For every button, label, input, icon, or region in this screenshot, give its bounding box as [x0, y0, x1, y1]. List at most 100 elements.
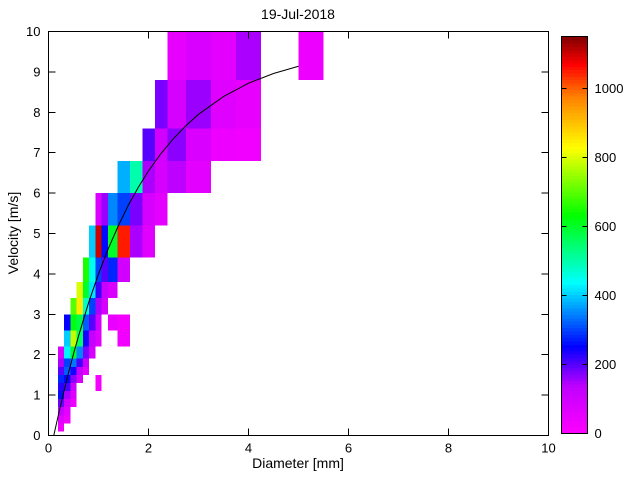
colorbar-gradient [561, 43, 588, 48]
colorbar-gradient [561, 380, 588, 385]
heatmap-cell [95, 225, 102, 258]
heatmap-cell [142, 225, 155, 258]
heatmap-cell [107, 281, 118, 299]
chart-title: 19-Jul-2018 [261, 6, 335, 22]
heatmap-cell [89, 330, 96, 347]
heatmap-cell [70, 330, 77, 347]
colorbar-gradient [561, 129, 588, 134]
colorbar-gradient [561, 291, 588, 296]
colorbar-gradient [561, 39, 588, 44]
heatmap-cell [76, 358, 83, 367]
heatmap-cell [82, 298, 90, 315]
colorbar-gradient [561, 383, 588, 388]
colorbar-gradient [561, 132, 588, 137]
colorbar-gradient [561, 314, 588, 319]
colorbar-gradient [561, 79, 588, 84]
colorbar-gradient [561, 311, 588, 315]
heatmap-cell [76, 298, 83, 315]
colorbar-gradient [561, 172, 588, 177]
heatmap-cell [57, 358, 65, 367]
heatmap-cell [167, 160, 186, 194]
colorbar-gradient [561, 357, 588, 362]
heatmap-cell [129, 225, 143, 258]
heatmap-cell [95, 193, 102, 226]
colorbar-gradient [561, 268, 588, 272]
colorbar-gradient [561, 99, 588, 104]
colorbar-gradient [561, 400, 588, 405]
colorbar-gradient [561, 165, 588, 170]
colorbar-gradient [561, 231, 588, 236]
heatmap-cell [89, 314, 96, 331]
colorbar-tick-label: 0 [595, 426, 602, 441]
colorbar-gradient [561, 304, 588, 309]
colorbar-gradient [561, 72, 588, 77]
heatmap-cell [107, 257, 118, 282]
y-tick-label: 7 [33, 145, 40, 160]
colorbar-gradient [561, 89, 588, 94]
colorbar-gradient [561, 62, 588, 67]
heatmap-cell [101, 257, 108, 282]
colorbar-gradient [561, 69, 588, 74]
heatmap-cell [76, 366, 83, 375]
y-tick-label: 4 [33, 266, 40, 281]
heatmap-cell [82, 358, 90, 367]
colorbar-gradient [561, 426, 588, 431]
colorbar-tick-label: 200 [595, 357, 617, 372]
heatmap-cell [64, 399, 71, 408]
colorbar-gradient [561, 211, 588, 216]
heatmap-cell [107, 193, 118, 226]
heatmap-cell [70, 391, 77, 400]
heatmap-cell [89, 298, 96, 315]
colorbar-gradient [561, 367, 588, 372]
colorbar-gradient [561, 271, 588, 276]
colorbar-gradient [561, 228, 588, 233]
colorbar-gradient [561, 53, 588, 57]
colorbar-gradient [561, 96, 588, 100]
colorbar-gradient [561, 241, 588, 246]
colorbar-gradient [561, 297, 588, 302]
colorbar-gradient [561, 334, 588, 339]
heatmap-cell [70, 374, 77, 383]
heatmap-cell [70, 399, 77, 408]
colorbar-gradient [561, 188, 588, 193]
heatmap-cell [236, 79, 261, 129]
heatmap-cell [64, 314, 71, 331]
heatmap-cell [154, 79, 168, 129]
heatmap-cell [167, 79, 186, 129]
colorbar-gradient [561, 301, 588, 306]
heatmap-cell [154, 128, 168, 161]
heatmap-cell [129, 193, 143, 226]
colorbar-gradient [561, 66, 588, 71]
colorbar-gradient [561, 175, 588, 180]
heatmap-cell [57, 366, 65, 375]
y-tick-label: 8 [33, 105, 40, 120]
heatmap-cell [117, 330, 130, 347]
colorbar-gradient [561, 238, 588, 243]
heatmap-cell [57, 391, 65, 400]
heatmap-cell [82, 366, 90, 375]
heatmap-cell [64, 415, 71, 424]
colorbar-gradient [561, 208, 588, 213]
heatmap-cell [167, 128, 186, 161]
colorbar-gradient [561, 258, 588, 263]
colorbar-gradient [561, 347, 588, 352]
heatmap-cell [95, 374, 102, 383]
colorbar-gradient [561, 205, 588, 210]
colorbar-gradient [561, 185, 588, 190]
x-tick-label: 2 [145, 441, 152, 456]
colorbar-gradient [561, 76, 588, 81]
colorbar-tick-label: 400 [595, 288, 617, 303]
colorbar-gradient [561, 244, 588, 249]
heatmap-cell [57, 415, 65, 424]
colorbar-gradient [561, 198, 588, 203]
heatmap-cell [89, 225, 96, 258]
colorbar-gradient [561, 112, 588, 117]
colorbar-gradient [561, 287, 588, 292]
y-tick-label: 6 [33, 186, 40, 201]
heatmap-cell [211, 31, 236, 80]
colorbar-gradient [561, 278, 588, 282]
x-tick-label: 8 [445, 441, 452, 456]
heatmap-cell [186, 79, 211, 129]
